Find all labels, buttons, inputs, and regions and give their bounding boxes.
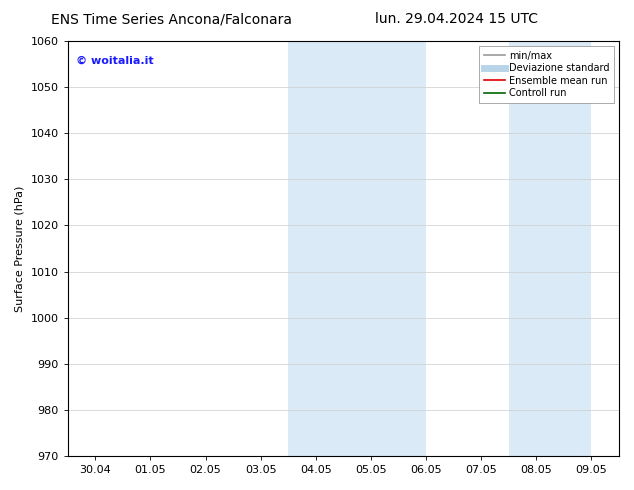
Text: lun. 29.04.2024 15 UTC: lun. 29.04.2024 15 UTC (375, 12, 538, 26)
Bar (288, 41, 426, 456)
Text: © woitalia.it: © woitalia.it (76, 55, 153, 66)
Y-axis label: Surface Pressure (hPa): Surface Pressure (hPa) (15, 185, 25, 312)
Bar (508, 41, 592, 456)
Legend: min/max, Deviazione standard, Ensemble mean run, Controll run: min/max, Deviazione standard, Ensemble m… (479, 46, 614, 103)
Text: ENS Time Series Ancona/Falconara: ENS Time Series Ancona/Falconara (51, 12, 292, 26)
